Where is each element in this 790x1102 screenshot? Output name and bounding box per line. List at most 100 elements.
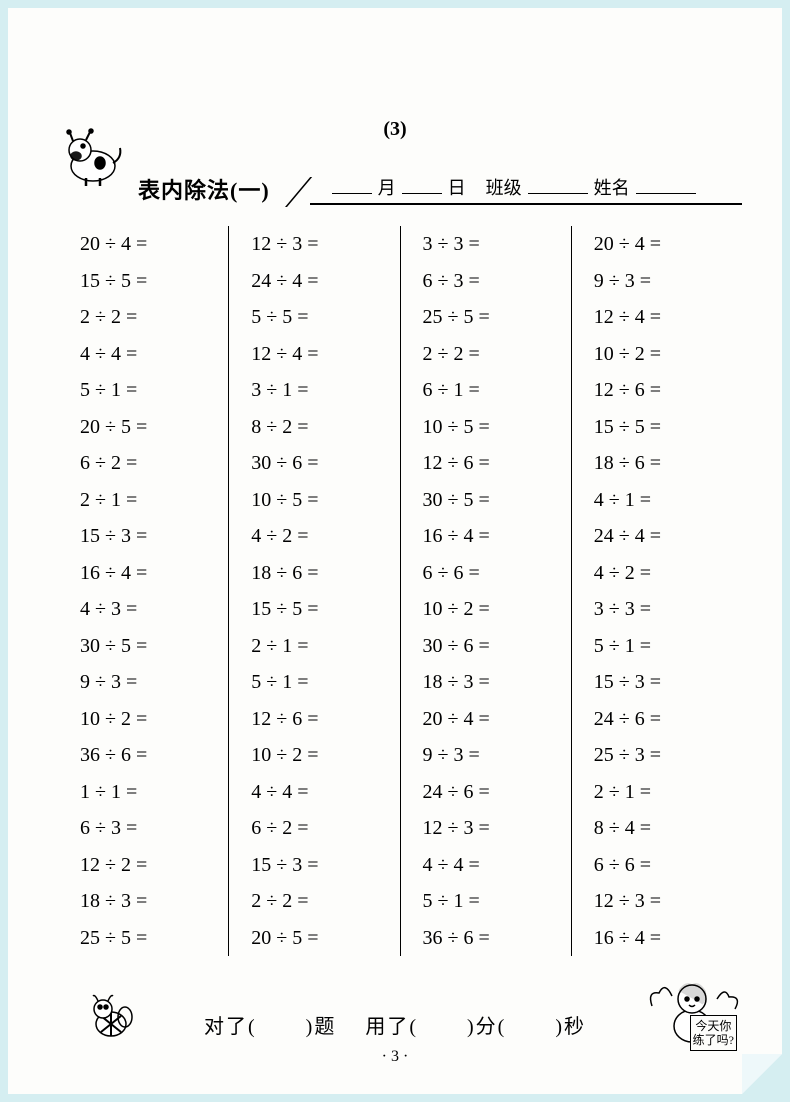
problem-cell: 10 ÷ 5 = bbox=[251, 482, 399, 519]
problem-cell: 2 ÷ 1 = bbox=[594, 774, 742, 811]
problem-cell: 9 ÷ 3 = bbox=[594, 263, 742, 300]
problem-cell: 5 ÷ 1 = bbox=[251, 664, 399, 701]
problem-cell: 4 ÷ 2 = bbox=[594, 555, 742, 592]
problem-cell: 6 ÷ 6 = bbox=[594, 847, 742, 884]
problem-cell: 30 ÷ 5 = bbox=[423, 482, 571, 519]
problem-cell: 2 ÷ 2 = bbox=[423, 336, 571, 373]
problem-cell: 6 ÷ 6 = bbox=[423, 555, 571, 592]
time-label: 用了( bbox=[365, 1010, 418, 1039]
problem-cell: 36 ÷ 6 = bbox=[423, 920, 571, 957]
page-curl-icon bbox=[742, 1054, 782, 1094]
problem-cell: 6 ÷ 2 = bbox=[251, 810, 399, 847]
problem-cell: 2 ÷ 2 = bbox=[251, 883, 399, 920]
correct-label: 对了( bbox=[204, 1010, 257, 1039]
angel-icon: 今天你 练了吗? bbox=[647, 971, 742, 1056]
problem-cell: 36 ÷ 6 = bbox=[80, 737, 228, 774]
problem-cell: 20 ÷ 4 = bbox=[80, 226, 228, 263]
problem-column: 12 ÷ 3 =24 ÷ 4 =5 ÷ 5 =12 ÷ 4 =3 ÷ 1 =8 … bbox=[228, 226, 399, 956]
problem-cell: 15 ÷ 3 = bbox=[594, 664, 742, 701]
angel-line2: 练了吗? bbox=[693, 1033, 734, 1047]
problem-cell: 3 ÷ 1 = bbox=[251, 372, 399, 409]
problem-cell: 18 ÷ 6 = bbox=[594, 445, 742, 482]
problem-cell: 5 ÷ 1 = bbox=[80, 372, 228, 409]
problem-column: 3 ÷ 3 =6 ÷ 3 =25 ÷ 5 =2 ÷ 2 =6 ÷ 1 =10 ÷… bbox=[400, 226, 571, 956]
problem-cell: 4 ÷ 2 = bbox=[251, 518, 399, 555]
problem-cell: 24 ÷ 6 = bbox=[594, 701, 742, 738]
problem-cell: 6 ÷ 1 = bbox=[423, 372, 571, 409]
problem-cell: 18 ÷ 6 = bbox=[251, 555, 399, 592]
problem-cell: 16 ÷ 4 = bbox=[80, 555, 228, 592]
problem-cell: 30 ÷ 6 = bbox=[251, 445, 399, 482]
class-label: 班级 bbox=[486, 174, 522, 200]
problem-cell: 18 ÷ 3 = bbox=[423, 664, 571, 701]
problem-cell: 25 ÷ 3 = bbox=[594, 737, 742, 774]
problem-cell: 4 ÷ 3 = bbox=[80, 591, 228, 628]
problem-cell: 12 ÷ 4 = bbox=[594, 299, 742, 336]
angel-line1: 今天你 bbox=[693, 1019, 734, 1033]
problem-cell: 20 ÷ 5 = bbox=[80, 409, 228, 446]
problem-cell: 24 ÷ 4 = bbox=[594, 518, 742, 555]
problem-cell: 12 ÷ 3 = bbox=[423, 810, 571, 847]
problem-cell: 12 ÷ 2 = bbox=[80, 847, 228, 884]
problem-cell: 25 ÷ 5 = bbox=[423, 299, 571, 336]
cow-icon bbox=[58, 128, 128, 193]
problem-cell: 18 ÷ 3 = bbox=[80, 883, 228, 920]
problem-cell: 15 ÷ 5 = bbox=[251, 591, 399, 628]
problem-cell: 10 ÷ 5 = bbox=[423, 409, 571, 446]
problem-cell: 15 ÷ 5 = bbox=[80, 263, 228, 300]
problem-cell: 3 ÷ 3 = bbox=[423, 226, 571, 263]
problem-cell: 12 ÷ 4 = bbox=[251, 336, 399, 373]
correct-suffix: )题 bbox=[306, 1010, 337, 1039]
class-input[interactable] bbox=[528, 174, 588, 194]
problem-cell: 12 ÷ 6 = bbox=[251, 701, 399, 738]
problem-cell: 2 ÷ 2 = bbox=[80, 299, 228, 336]
angel-speech-box: 今天你 练了吗? bbox=[690, 1015, 737, 1051]
worksheet-title: 表内除法(一) bbox=[138, 173, 270, 205]
sec-suffix: )秒 bbox=[555, 1010, 586, 1039]
problem-cell: 24 ÷ 4 = bbox=[251, 263, 399, 300]
problem-cell: 4 ÷ 4 = bbox=[80, 336, 228, 373]
problem-column: 20 ÷ 4 =15 ÷ 5 =2 ÷ 2 =4 ÷ 4 =5 ÷ 1 =20 … bbox=[68, 226, 228, 956]
name-label: 姓名 bbox=[594, 174, 630, 200]
problem-cell: 9 ÷ 3 = bbox=[80, 664, 228, 701]
problem-cell: 10 ÷ 2 = bbox=[251, 737, 399, 774]
problem-cell: 6 ÷ 2 = bbox=[80, 445, 228, 482]
problem-cell: 24 ÷ 6 = bbox=[423, 774, 571, 811]
problem-cell: 4 ÷ 4 = bbox=[251, 774, 399, 811]
problem-cell: 16 ÷ 4 = bbox=[423, 518, 571, 555]
problem-column: 20 ÷ 4 =9 ÷ 3 =12 ÷ 4 =10 ÷ 2 =12 ÷ 6 = 1… bbox=[571, 226, 742, 956]
problem-cell: 4 ÷ 1 = bbox=[594, 482, 742, 519]
problem-cell: 6 ÷ 3 = bbox=[80, 810, 228, 847]
problem-cell: 6 ÷ 3 = bbox=[423, 263, 571, 300]
problem-cell: 15 ÷ 3 = bbox=[80, 518, 228, 555]
problem-cell: 20 ÷ 4 = bbox=[423, 701, 571, 738]
problem-cell: 12 ÷ 6 = bbox=[594, 372, 742, 409]
page-number-top: (3) bbox=[383, 118, 406, 141]
problem-cell: 10 ÷ 2 = bbox=[423, 591, 571, 628]
problem-cell: 10 ÷ 2 = bbox=[80, 701, 228, 738]
problem-cell: 2 ÷ 1 = bbox=[251, 628, 399, 665]
problem-cell: 12 ÷ 3 = bbox=[594, 883, 742, 920]
problem-cell: 2 ÷ 1 = bbox=[80, 482, 228, 519]
page-number-bottom: · 3 · bbox=[8, 1048, 782, 1066]
problem-cell: 12 ÷ 6 = bbox=[423, 445, 571, 482]
problem-cell: 16 ÷ 4 = bbox=[594, 920, 742, 957]
problem-cell: 1 ÷ 1 = bbox=[80, 774, 228, 811]
problem-cell: 8 ÷ 4 = bbox=[594, 810, 742, 847]
problems-grid: 20 ÷ 4 =15 ÷ 5 =2 ÷ 2 =4 ÷ 4 =5 ÷ 1 =20 … bbox=[68, 226, 742, 956]
problem-cell: 8 ÷ 2 = bbox=[251, 409, 399, 446]
problem-cell: 3 ÷ 3 = bbox=[594, 591, 742, 628]
problem-cell: 4 ÷ 4 = bbox=[423, 847, 571, 884]
month-label: 月 bbox=[378, 174, 396, 200]
problem-cell: 20 ÷ 5 = bbox=[251, 920, 399, 957]
problem-cell: 10 ÷ 2 = bbox=[594, 336, 742, 373]
worksheet-page: (3) 表内除法(一) 月 日 bbox=[8, 8, 782, 1094]
name-input[interactable] bbox=[636, 174, 696, 194]
problem-cell: 5 ÷ 5 = bbox=[251, 299, 399, 336]
header-fields-wrap: 月 日 班级 姓名 bbox=[310, 174, 742, 205]
problem-cell: 20 ÷ 4 = bbox=[594, 226, 742, 263]
problem-cell: 5 ÷ 1 = bbox=[423, 883, 571, 920]
problem-cell: 9 ÷ 3 = bbox=[423, 737, 571, 774]
min-suffix: )分( bbox=[467, 1010, 506, 1039]
day-input[interactable] bbox=[402, 174, 442, 194]
